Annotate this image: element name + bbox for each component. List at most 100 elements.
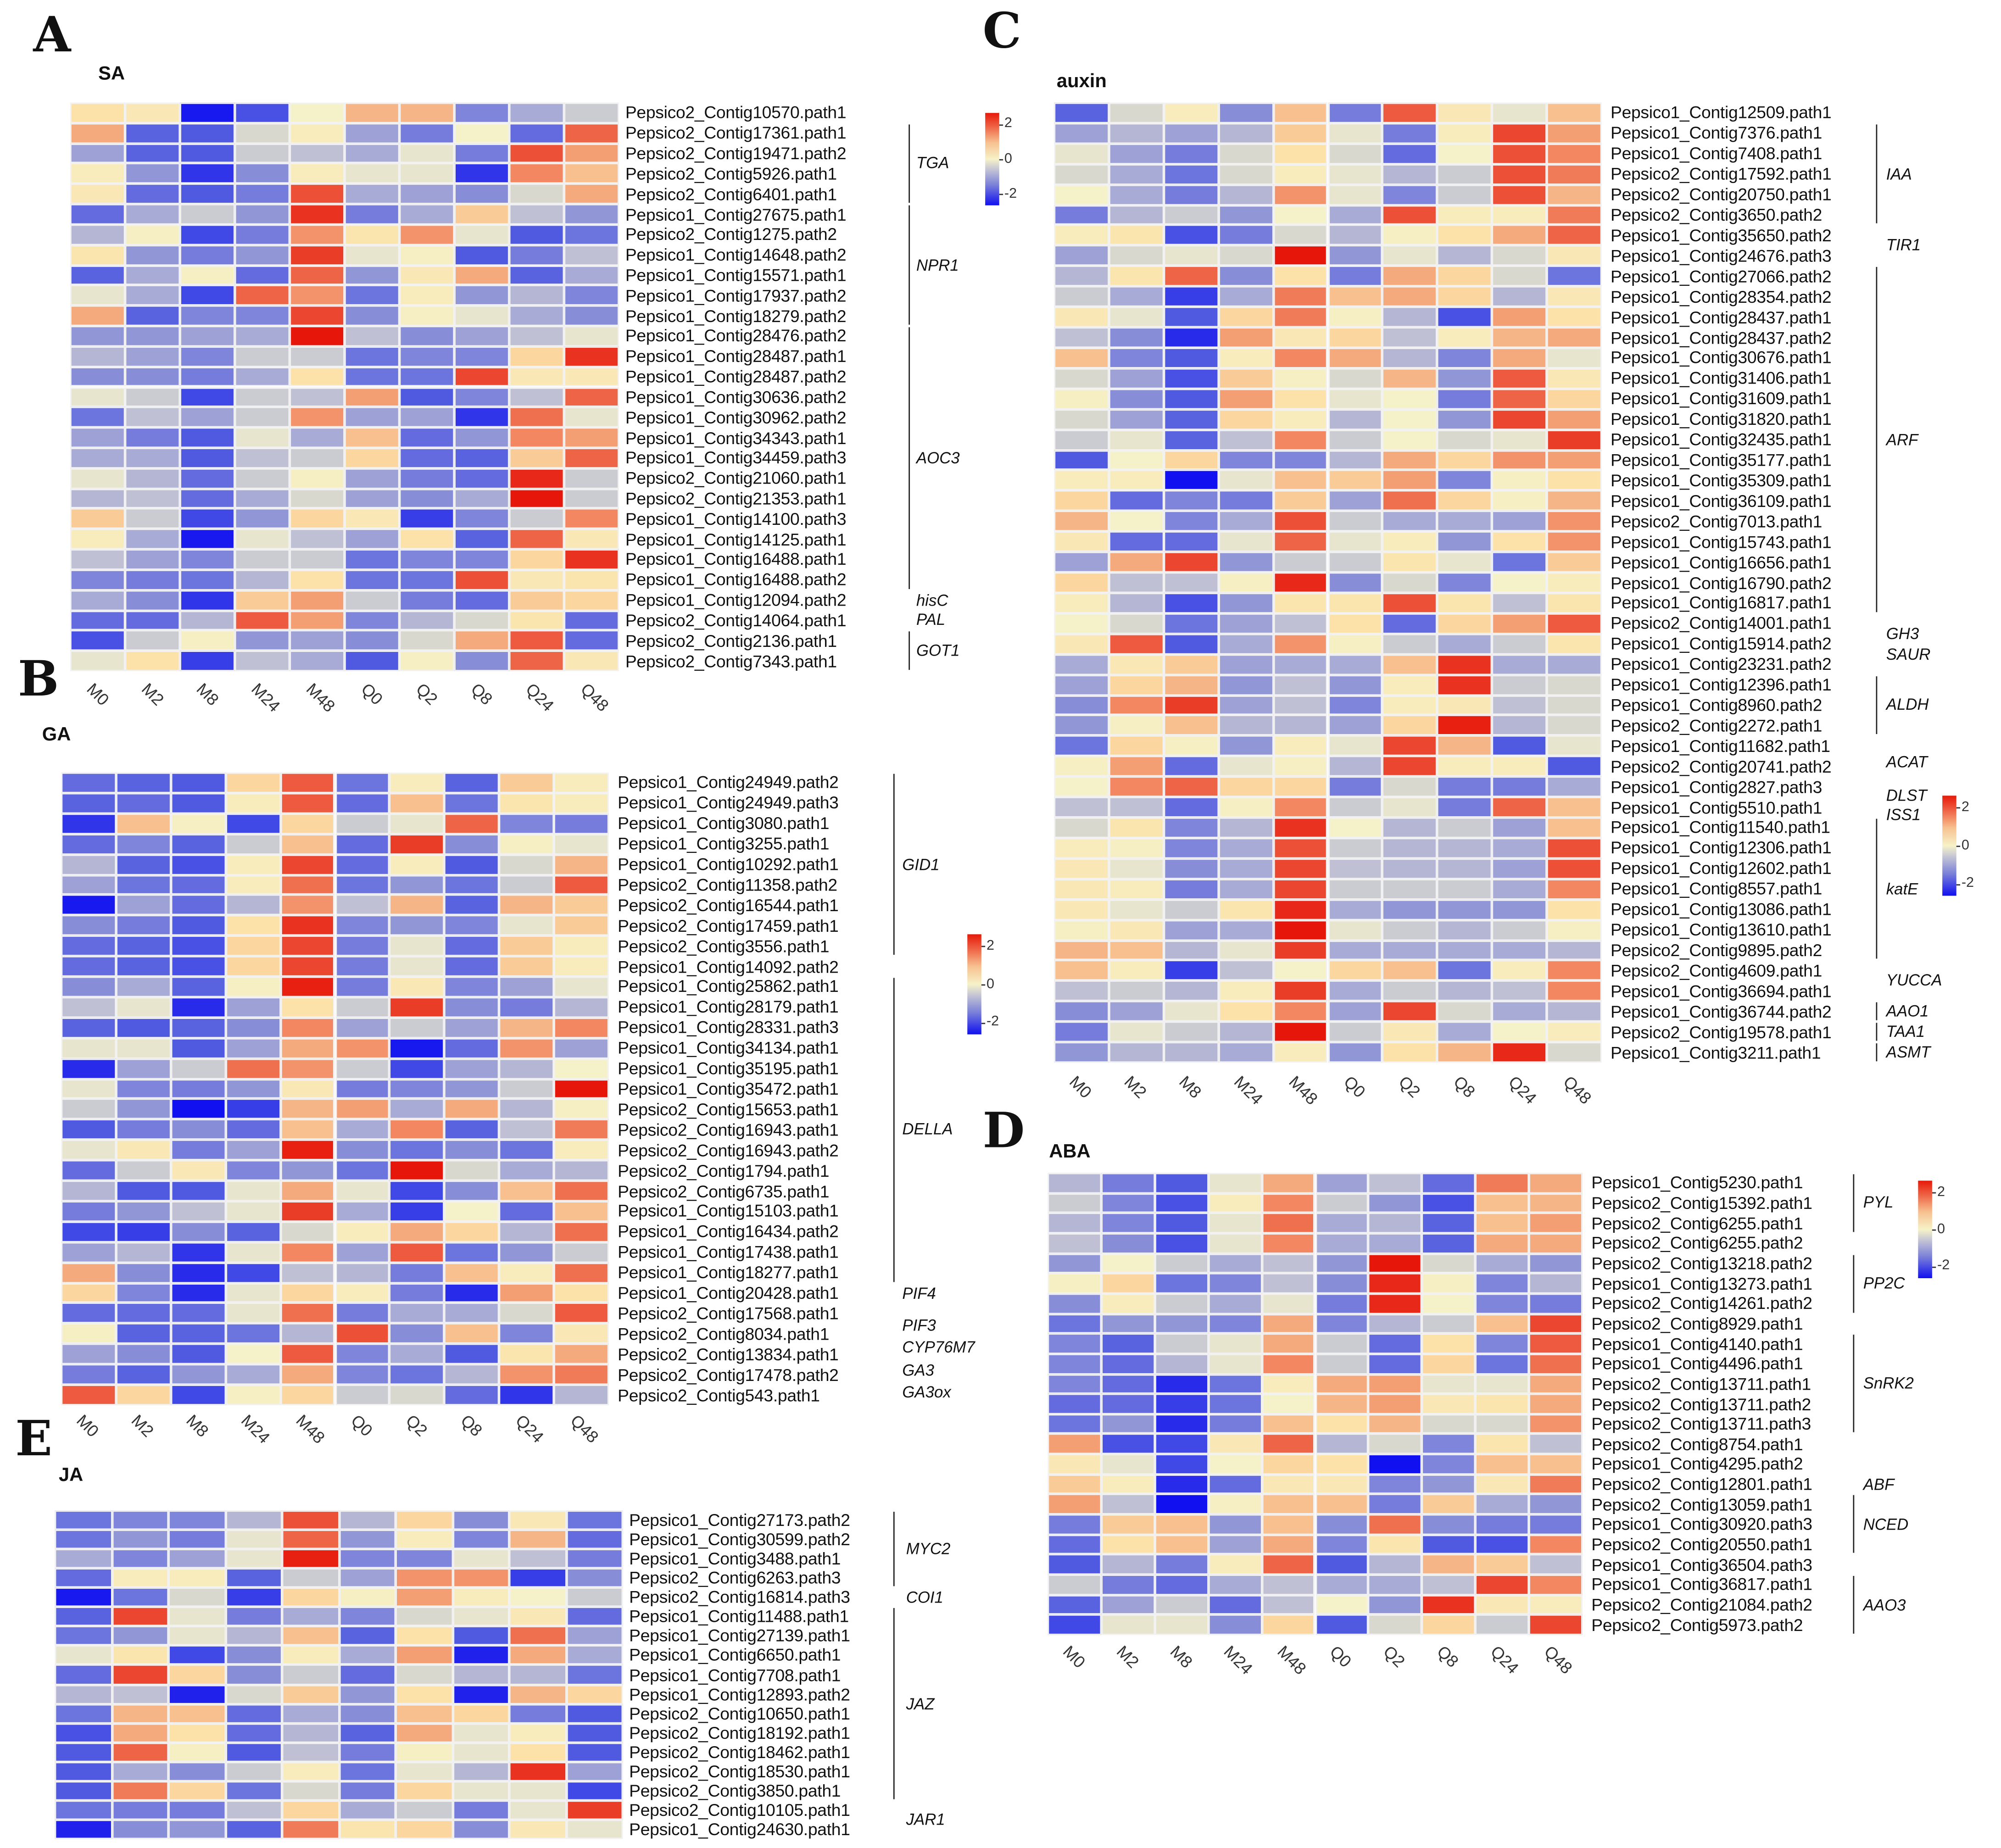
heatmap-cell: [1109, 286, 1164, 307]
heatmap-cell: [399, 468, 455, 489]
row-label: Pepsico2_Contig2136.path1: [625, 631, 837, 651]
row-label: Pepsico1_Contig14125.path1: [625, 529, 847, 549]
heatmap-cell: [1492, 102, 1547, 123]
heatmap-cell: [125, 630, 180, 651]
heatmap-cell: [1492, 164, 1547, 184]
heatmap-cell: [1382, 347, 1438, 368]
heatmap-cell: [55, 1723, 112, 1742]
heatmap-cell: [444, 1221, 500, 1242]
heatmap-cell: [1218, 552, 1273, 573]
row-label: Pepsico1_Contig15914.path2: [1611, 634, 1832, 654]
heatmap-cell: [499, 1221, 554, 1242]
heatmap-cell: [1101, 1474, 1155, 1495]
heatmap-cell: [1048, 1193, 1101, 1213]
heatmap-cell: [116, 976, 171, 997]
heatmap-cell: [1547, 266, 1602, 287]
heatmap-cell: [1382, 245, 1438, 266]
heatmap-cell: [1475, 1414, 1529, 1434]
row-label: Pepsico1_Contig34343.path1: [625, 428, 847, 447]
heatmap-cell: [1529, 1173, 1583, 1193]
group-bracket: [909, 632, 910, 670]
row-label: Pepsico2_Contig543.path1: [618, 1385, 820, 1405]
panel-title: SA: [98, 63, 125, 85]
heatmap-cell: [509, 1800, 566, 1820]
heatmap-cell: [1054, 919, 1109, 940]
colorbar-tick: [1956, 846, 1961, 847]
row-label: Pepsico2_Contig16814.path3: [629, 1587, 850, 1607]
heatmap-cell: [61, 1140, 116, 1161]
heatmap-cell: [168, 1703, 225, 1723]
heatmap-cell: [290, 367, 345, 387]
heatmap-cell: [290, 488, 345, 509]
heatmap-cell: [111, 1800, 169, 1820]
heatmap-cell: [1054, 306, 1109, 328]
heatmap-cell: [1492, 654, 1547, 675]
heatmap-cell: [1327, 327, 1383, 348]
heatmap-cell: [234, 204, 290, 225]
colorbar-tick: [1932, 1229, 1936, 1231]
heatmap-cell: [1368, 1494, 1422, 1514]
heatmap-cell: [1273, 654, 1328, 675]
heatmap-cell: [1163, 593, 1219, 613]
heatmap-cell: [280, 854, 335, 875]
heatmap-cell: [1368, 1193, 1422, 1213]
heatmap-cell: [1273, 164, 1328, 184]
heatmap-cell: [339, 1510, 396, 1530]
heatmap-cell: [1529, 1394, 1583, 1414]
heatmap-cell: [171, 1262, 226, 1283]
heatmap-cell: [564, 569, 619, 590]
heatmap-cell: [290, 549, 345, 570]
heatmap-cell: [554, 1323, 609, 1344]
heatmap-cell: [1547, 838, 1602, 858]
heatmap-cell: [1422, 1193, 1476, 1213]
heatmap-cell: [564, 204, 619, 225]
heatmap-cell: [1218, 735, 1273, 757]
heatmap-cell: [234, 245, 290, 265]
heatmap-cell: [180, 204, 235, 225]
heatmap-cell: [1109, 388, 1164, 409]
heatmap-cell: [554, 1344, 609, 1364]
heatmap-cell: [1163, 429, 1219, 450]
heatmap-cell: [1422, 1273, 1476, 1294]
heatmap-cell: [1437, 960, 1492, 981]
heatmap-cell: [125, 590, 180, 611]
heatmap-cell: [225, 874, 280, 895]
heatmap-cell: [566, 1607, 623, 1626]
heatmap-cell: [339, 1530, 396, 1549]
heatmap-cell: [452, 1723, 509, 1742]
heatmap-cell: [1315, 1434, 1369, 1454]
heatmap-cell: [344, 651, 400, 671]
heatmap-cell: [509, 367, 564, 387]
row-label: Pepsico1_Contig16790.path2: [1611, 573, 1832, 592]
heatmap-cell: [1163, 266, 1219, 287]
heatmap-cell: [1273, 858, 1328, 879]
row-label: Pepsico1_Contig3488.path1: [629, 1549, 841, 1569]
group-bracket: [1876, 676, 1878, 735]
heatmap-cell: [554, 1283, 609, 1303]
heatmap-cell: [1101, 1233, 1155, 1253]
heatmap-cell: [1163, 102, 1219, 123]
heatmap-cell: [1529, 1353, 1583, 1374]
heatmap-cell: [452, 1684, 509, 1704]
heatmap-cell: [116, 1140, 171, 1161]
heatmap-cell: [335, 1385, 390, 1405]
heatmap-cell: [1163, 572, 1219, 593]
heatmap-cell: [171, 813, 226, 834]
heatmap-cell: [1422, 1353, 1476, 1374]
heatmap-cell: [70, 549, 125, 570]
heatmap-cell: [1208, 1333, 1262, 1354]
heatmap-cell: [399, 387, 455, 407]
heatmap-cell: [171, 1140, 226, 1161]
heatmap-cell: [168, 1510, 225, 1530]
heatmap-cell: [339, 1723, 396, 1742]
group-bracket: [1853, 1335, 1855, 1433]
heatmap-cell: [1315, 1293, 1369, 1314]
heatmap-cell: [1208, 1494, 1262, 1514]
heatmap-cell: [1273, 899, 1328, 920]
heatmap-cell: [452, 1761, 509, 1781]
heatmap-cell: [1315, 1273, 1369, 1294]
heatmap-cell: [396, 1781, 452, 1801]
heatmap-cell: [564, 630, 619, 651]
heatmap-cell: [1547, 940, 1602, 961]
heatmap-cell: [399, 367, 455, 387]
